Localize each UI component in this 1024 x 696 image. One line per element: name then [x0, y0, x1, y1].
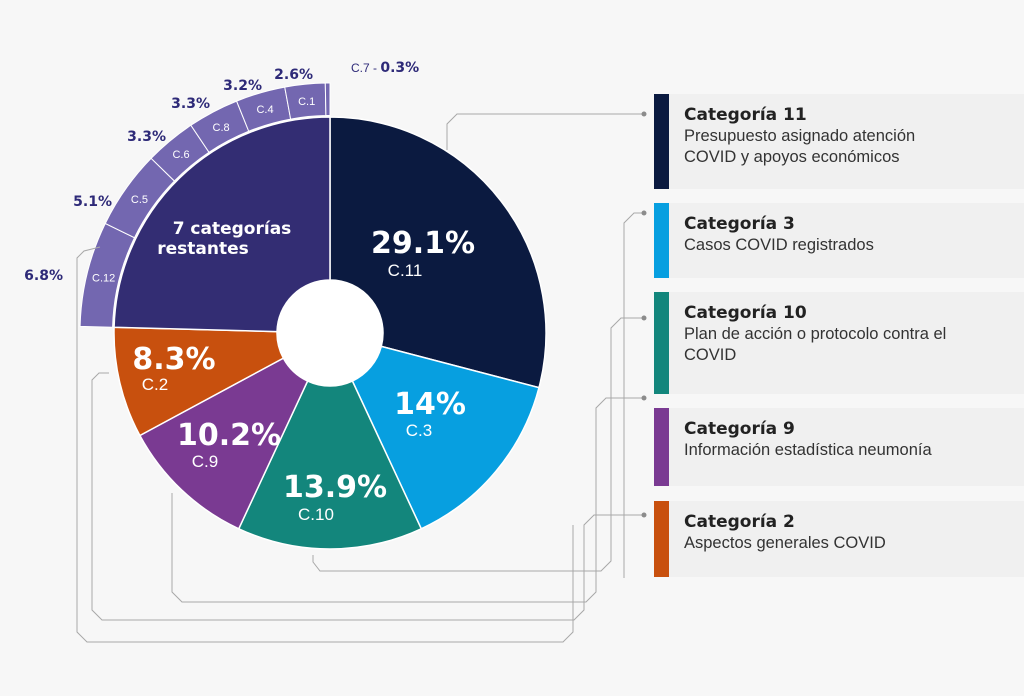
- legend-desc-line: Plan de acción o protocolo contra el: [684, 325, 947, 343]
- sub-slice-code: C.6: [172, 149, 189, 161]
- legend-title: Categoría 9: [684, 419, 795, 439]
- sub-slice-pct: 3.3%: [127, 129, 166, 145]
- sub-slice-code: C.4: [256, 104, 273, 116]
- leader-dot: [641, 111, 647, 117]
- sub-slice-code: C.12: [92, 273, 115, 285]
- slice-value-label-c10: 13.9%: [283, 470, 387, 505]
- legend-swatch-c11: [654, 94, 669, 189]
- legend-item-c2: Categoría 2 Aspectos generales COVID: [654, 501, 1024, 577]
- leader-line-c10: [312, 317, 644, 572]
- slice-code-label-c9: C.9: [192, 452, 218, 471]
- leader-line-c9: [171, 397, 644, 603]
- slice-value-label-c2: 8.3%: [132, 342, 215, 377]
- slice-code-label-c11: C.11: [388, 261, 423, 280]
- legend-desc-line: COVID y apoyos económicos: [684, 148, 900, 166]
- leader-dot: [641, 395, 647, 401]
- sub-slice-c7-label: C.7 - 0.3%: [351, 60, 419, 76]
- leader-line-c11: [446, 113, 644, 150]
- leader-line-c3: [623, 212, 644, 578]
- legend-swatch-c3: [654, 203, 669, 278]
- leader-dot: [641, 512, 647, 518]
- legend-title: Categoría 11: [684, 105, 807, 125]
- sub-slice-code: C.1: [298, 96, 315, 108]
- legend-title: Categoría 10: [684, 303, 807, 323]
- legend-swatch-c10: [654, 292, 669, 394]
- pie-slice-c3: [351, 345, 540, 530]
- legend-title: Categoría 3: [684, 214, 795, 234]
- leader-dot: [641, 315, 647, 321]
- sub-slice-pct: 3.3%: [171, 96, 210, 112]
- legend-desc-line: Casos COVID registrados: [684, 236, 874, 254]
- sub-slice-pct: 3.2%: [223, 78, 262, 94]
- leader-line-c2: [91, 372, 644, 621]
- leader-dot: [641, 210, 647, 216]
- legend-desc-line: Presupuesto asignado atención: [684, 127, 916, 145]
- legend-item-c10: Categoría 10 Plan de acción o protocolo …: [654, 292, 1024, 394]
- sub-slice-code: C.8: [213, 122, 230, 134]
- slice-code-label-c10: C.10: [298, 505, 334, 524]
- leader-line-rest: [76, 246, 574, 643]
- legend-item-c3: Categoría 3 Casos COVID registrados: [654, 203, 1024, 278]
- legend-item-c11: Categoría 11 Presupuesto asignado atenci…: [654, 94, 1024, 189]
- rest-label-line: restantes: [157, 239, 249, 259]
- sub-slice-pct: 2.6%: [274, 67, 313, 83]
- legend-title: Categoría 2: [684, 512, 795, 532]
- sub-slice-code: C.5: [131, 194, 148, 206]
- donut-hole: [277, 280, 383, 386]
- legend-swatch-c9: [654, 408, 669, 486]
- slice-value-label-c9: 10.2%: [177, 418, 281, 453]
- slice-code-label-c3: C.3: [406, 421, 432, 440]
- legend-swatch-c2: [654, 501, 669, 577]
- legend-item-c9: Categoría 9 Información estadística neum…: [654, 408, 1024, 486]
- slice-code-label-c2: C.2: [142, 375, 168, 394]
- sub-slice-pct: 5.1%: [73, 194, 112, 210]
- sub-slice: [324, 82, 331, 117]
- rest-label-line: 7 categorías: [173, 219, 292, 239]
- slice-value-label-c11: 29.1%: [371, 226, 475, 261]
- legend-desc-line: Aspectos generales COVID: [684, 534, 886, 552]
- slice-value-label-c3: 14%: [394, 387, 466, 422]
- legend-desc-line: Información estadística neumonía: [684, 441, 932, 459]
- sub-slice-pct: 6.8%: [24, 268, 63, 284]
- legend-desc-line: COVID: [684, 346, 737, 364]
